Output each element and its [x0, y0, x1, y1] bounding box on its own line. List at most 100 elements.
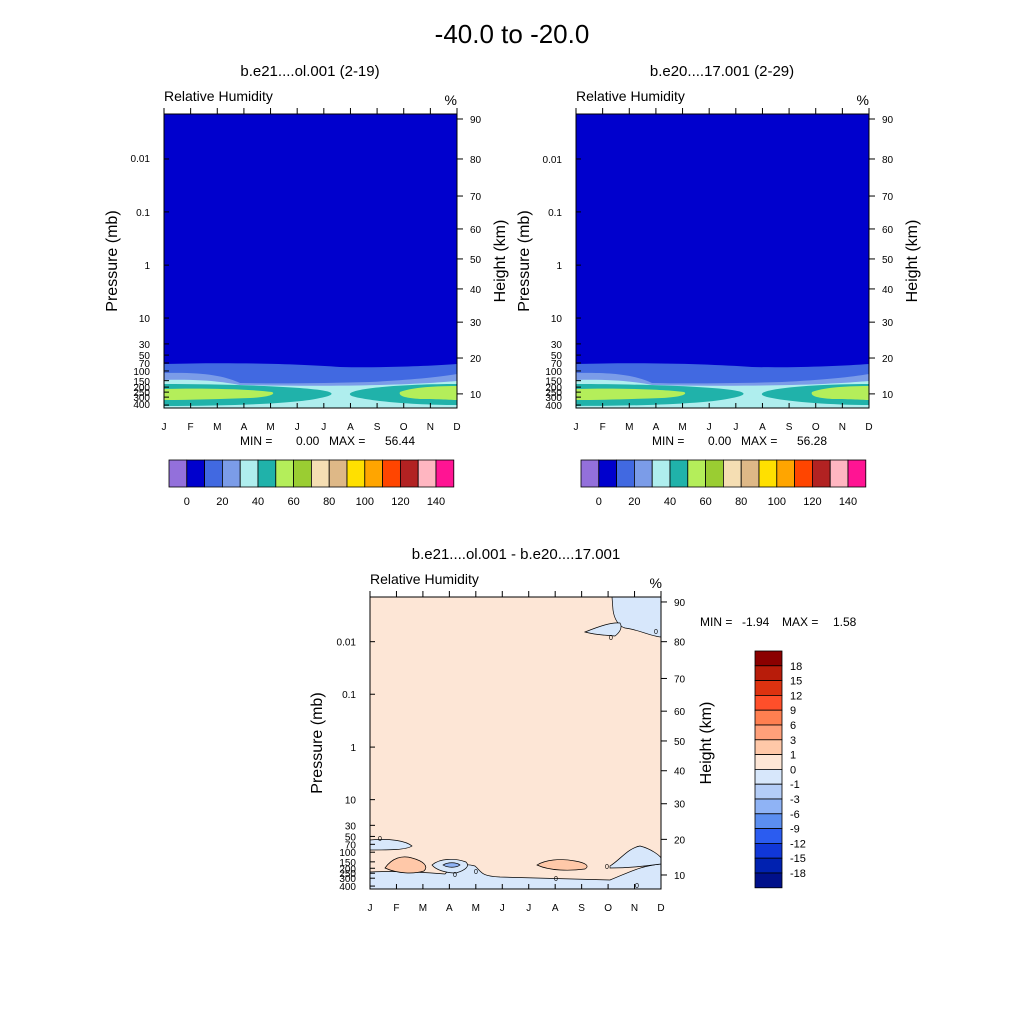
panel-3-xtick-label: S: [578, 903, 585, 914]
panel-1-ylabel: Pressure (mb): [104, 210, 121, 311]
panel-2-y2tick-label: 60: [882, 225, 894, 236]
panel-3-y2tick-label: 30: [674, 800, 686, 811]
panel-2-colorbar-label: 140: [839, 496, 857, 508]
panel-2-ytick-label: 10: [551, 314, 563, 325]
panel-2-ytick-label: 0.1: [548, 208, 562, 219]
panel-1-colorbar-box: [275, 459, 294, 488]
panel-1-colorbar-box: [186, 459, 206, 488]
panel-1-colorbar-label: 0: [184, 496, 190, 508]
panel-1-ytick-label: 70: [139, 359, 151, 370]
panel-3-colorbar-label: -18: [790, 868, 806, 880]
panel-3-colorbar-box: [754, 769, 783, 785]
panel-1-colorbar-box: [328, 459, 348, 488]
panel-3-neg-region: [609, 845, 662, 869]
panel-2-colorbar-box: [776, 459, 795, 488]
panel-3-y2tick-label: 60: [674, 707, 686, 718]
panel-3-y2tick-label: 90: [674, 598, 686, 609]
panel-2-xtick-label: S: [786, 422, 793, 433]
panel-3: b.e21....ol.001 - b.e20....17.001 Relativ…: [309, 546, 857, 914]
panel-3-colorbar-box: [754, 813, 783, 829]
panel-1-left-label: Relative Humidity: [164, 88, 273, 104]
panel-2-colorbar-box: [580, 459, 600, 488]
panel-1-y2tick-label: 10: [470, 390, 482, 401]
panel-3-colorbar-box: [754, 665, 783, 681]
panel-3-colorbar-label: 9: [790, 705, 796, 717]
panel-2-colorbar-label: 100: [768, 496, 786, 508]
panel-1-min-value: 0.00: [296, 434, 320, 448]
panel-3-colorbar-label: 3: [790, 735, 796, 747]
panel-3-colorbar-label: -1: [790, 779, 800, 791]
panel-3-ytick-label: 0.1: [342, 690, 356, 701]
panel-2-xtick-label: J: [733, 422, 738, 433]
panel-2-colorbar-label: 60: [699, 496, 711, 508]
panel-3-colorbar-box: [754, 709, 783, 726]
panel-3-colorbar-label: 15: [790, 676, 802, 688]
panel-3-contour-label: 0: [378, 836, 382, 843]
panel-3-max-value: 1.58: [833, 615, 857, 629]
panel-3-colorbar-box: [754, 739, 783, 755]
panel-3-ytick-label: 1: [350, 743, 356, 754]
panel-1-ytick-label: 150: [133, 377, 150, 388]
panel-3-colorbar-box: [754, 783, 783, 800]
panel-2: b.e20....17.001 (2-29) Relative Humidity%…: [516, 63, 921, 508]
panel-1-ytick-label: 400: [133, 400, 150, 411]
panel-2-xtick-label: J: [574, 422, 579, 433]
panel-2-colorbar-box: [847, 459, 867, 488]
panel-3-neg-region: [611, 596, 662, 638]
panel-3-ytick-label: 0.01: [337, 638, 357, 649]
panel-1-colorbar-label: 20: [216, 496, 228, 508]
panel-3-ytick-label: 400: [339, 882, 356, 893]
panel-3-right-label: %: [650, 575, 662, 591]
panel-2-max-value: 56.28: [797, 434, 827, 448]
panel-2-colorbar-box: [687, 459, 706, 488]
panel-3-y2tick-label: 40: [674, 767, 686, 778]
panel-3-ytick-label: 100: [339, 848, 356, 859]
panel-2-xtick-label: A: [653, 422, 660, 433]
panel-3-ylabel: Pressure (mb): [309, 692, 326, 793]
panel-1-colorbar-box: [364, 459, 383, 488]
panel-2-colorbar-box: [651, 459, 671, 488]
panel-3-colorbar-label: 0: [790, 764, 796, 776]
panel-3-y2tick-label: 10: [674, 871, 686, 882]
panel-2-colorbar-box: [705, 459, 724, 488]
panel-1-colorbar-box: [417, 459, 437, 488]
panel-3-contour-label: 0: [609, 635, 613, 642]
panel-1-colorbar-label: 140: [427, 496, 445, 508]
panel-3-colorbar-box: [754, 650, 783, 667]
panel-1-y2label: Height (km): [492, 220, 509, 303]
panel-1-ytick-label: 30: [139, 340, 151, 351]
panel-1-colorbar-box: [399, 459, 419, 488]
panel-2-band-5: [576, 386, 869, 400]
panel-1-colorbar-label: 100: [356, 496, 374, 508]
panel-2-min-label: MIN =: [652, 434, 684, 448]
panel-1-colorbar-label: 40: [252, 496, 264, 508]
panel-2-xtick-label: O: [812, 422, 820, 433]
panel-2-xtick-label: D: [865, 422, 872, 433]
panel-2-colorbar-box: [740, 459, 760, 488]
panel-3-contour-label: 0: [654, 629, 658, 636]
panel-2-colorbar-box: [598, 459, 617, 488]
panel-2-ytick-label: 1: [556, 261, 562, 272]
panel-3-xtick-label: D: [657, 903, 664, 914]
panel-1-ytick-label: 250: [133, 388, 150, 399]
panel-1-colorbar-box: [310, 459, 330, 488]
panel-2-colorbar-label: 80: [735, 496, 747, 508]
panel-1-max-value: 56.44: [385, 434, 415, 448]
panel-2-colorbar-label: 20: [628, 496, 640, 508]
panel-3-colorbar-box: [754, 724, 783, 741]
panel-1-right-label: %: [445, 92, 457, 108]
panel-1-y-ticks: 0.01 0.1 1 10 30 50 70 100 150 200 250 3…: [131, 154, 151, 411]
panel-2-max-label: MAX =: [741, 434, 777, 448]
panel-1: b.e21....ol.001 (2-19) Relative Humidity…: [104, 63, 509, 508]
panel-3-max-label: MAX =: [782, 615, 818, 629]
panel-2-y2label: Height (km): [904, 220, 921, 303]
panel-3-neg-region: [369, 863, 662, 890]
panel-1-y2tick-label: 50: [470, 255, 482, 266]
panel-2-colorbar-box: [794, 459, 813, 488]
panel-3-contour-label: 0: [474, 869, 478, 876]
panel-1-colorbar-label: 60: [287, 496, 299, 508]
main-title: -40.0 to -20.0: [435, 19, 590, 49]
panel-3-y2tick-label: 80: [674, 638, 686, 649]
panel-1-xtick-label: M: [213, 422, 221, 433]
